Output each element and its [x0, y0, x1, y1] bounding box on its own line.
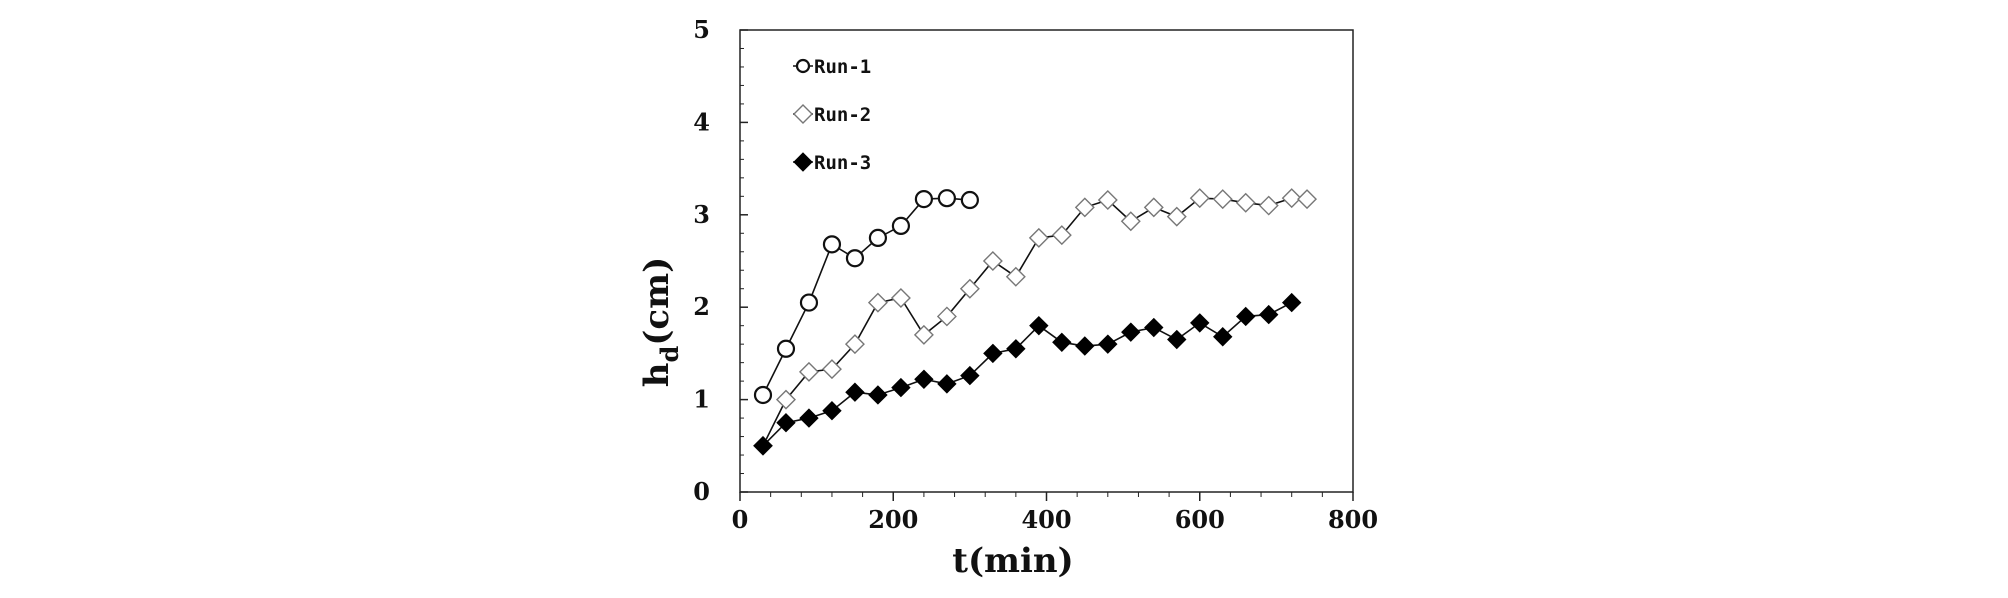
data-point — [776, 412, 796, 433]
data-point — [1143, 197, 1164, 218]
data-point — [914, 369, 934, 389]
data-point — [1190, 313, 1210, 333]
data-point — [891, 377, 911, 398]
data-point — [845, 382, 865, 402]
data-point — [844, 334, 865, 355]
data-point — [1028, 227, 1049, 248]
data-point — [821, 359, 842, 380]
series-line — [762, 301, 1293, 447]
data-point — [1236, 306, 1256, 327]
data-point — [1005, 266, 1026, 287]
y-tick-label: 0 — [693, 477, 710, 506]
data-point — [753, 385, 773, 405]
series-layer — [752, 188, 1318, 456]
y-axis-title: hd(cm) — [637, 257, 684, 387]
axes — [739, 29, 1354, 493]
legend-label: Run-2 — [814, 104, 871, 126]
data-point — [1297, 189, 1318, 210]
data-point — [776, 339, 796, 358]
data-point — [1052, 332, 1072, 353]
data-point — [1097, 190, 1118, 211]
data-point — [1144, 317, 1164, 338]
data-point — [1213, 327, 1233, 347]
data-point — [822, 400, 842, 421]
legend-label: Run-1 — [814, 56, 871, 78]
data-point — [1029, 315, 1049, 336]
y-tick-label: 1 — [693, 385, 710, 414]
data-point — [959, 278, 980, 299]
data-point — [798, 361, 819, 382]
x-tick-label: 0 — [732, 505, 749, 534]
data-point — [1281, 188, 1302, 209]
legend-item-run-2: Run-2 — [793, 104, 871, 126]
series-run-2 — [752, 188, 1318, 456]
series-run-3 — [753, 292, 1302, 456]
legend-item-run-1: Run-1 — [793, 56, 871, 78]
data-point — [1074, 197, 1095, 218]
data-point — [983, 343, 1003, 364]
data-point — [1258, 195, 1279, 216]
legend-marker — [793, 152, 813, 172]
y-axis-title-sub: d — [655, 345, 684, 362]
y-axis-title-suffix: (cm) — [637, 257, 677, 346]
data-point — [1189, 188, 1210, 209]
y-tick-label: 4 — [693, 107, 710, 136]
data-point — [775, 389, 796, 410]
legend-marker — [793, 104, 813, 124]
data-point — [867, 292, 888, 313]
ticks: 0 1 2 3 4 5 0 200 400 600 800 — [693, 15, 1378, 534]
data-point — [1098, 334, 1118, 354]
data-point — [799, 293, 819, 312]
x-tick-label: 400 — [1021, 505, 1071, 534]
data-point — [936, 306, 957, 327]
data-point — [868, 385, 888, 405]
data-point — [1281, 292, 1302, 313]
y-tick-label: 5 — [693, 15, 710, 44]
data-point — [960, 365, 980, 386]
data-point — [891, 216, 911, 235]
data-point — [1006, 339, 1026, 359]
data-point — [822, 235, 842, 254]
data-point — [937, 189, 956, 208]
legend-label: Run-3 — [814, 152, 871, 174]
x-axis-title: t(min) — [952, 541, 1074, 581]
data-point — [868, 228, 888, 247]
data-point — [982, 251, 1003, 271]
x-tick-label: 200 — [868, 505, 918, 534]
data-point — [1166, 206, 1187, 227]
data-point — [1075, 336, 1095, 356]
x-tick-label: 600 — [1175, 505, 1225, 534]
data-point — [1120, 211, 1141, 232]
legend-item-run-3: Run-3 — [793, 152, 871, 174]
data-point — [913, 324, 934, 345]
plot-frame — [739, 29, 1354, 493]
data-point — [1259, 304, 1279, 325]
series-run-1 — [753, 189, 979, 405]
data-point — [890, 287, 911, 308]
series-line — [762, 197, 970, 396]
y-tick-label: 2 — [693, 292, 710, 321]
data-point — [1235, 192, 1256, 213]
data-point — [1051, 225, 1072, 246]
data-point — [1121, 322, 1141, 342]
data-point — [1212, 189, 1233, 210]
data-point — [914, 189, 934, 209]
x-tick-label: 800 — [1328, 505, 1378, 534]
legend: Run-1 Run-2 Run-3 — [793, 56, 871, 174]
y-axis-title-main: h — [637, 362, 677, 387]
data-point — [845, 249, 865, 268]
y-tick-label: 3 — [693, 200, 710, 229]
data-point — [753, 436, 773, 456]
data-point — [937, 374, 957, 394]
data-point — [960, 190, 979, 210]
data-point — [1167, 329, 1187, 350]
data-point — [799, 408, 819, 428]
legend-marker — [795, 58, 811, 74]
